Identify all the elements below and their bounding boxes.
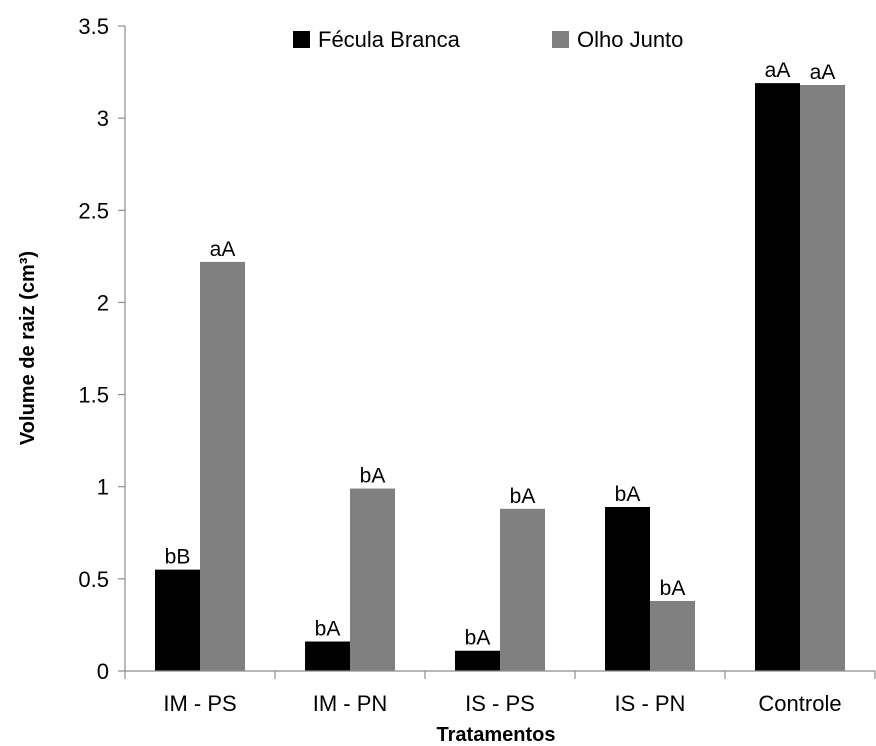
bar (155, 569, 200, 671)
bar (755, 83, 800, 672)
legend: Fécula Branca Olho Junto (293, 27, 683, 52)
y-tick-label: 2 (97, 290, 109, 315)
legend-swatch (552, 31, 569, 48)
y-tick-label: 3 (97, 106, 109, 131)
y-tick-label: 1.5 (78, 383, 109, 408)
bar-data-label: bA (660, 577, 686, 600)
bar (650, 600, 695, 671)
y-tick-label: 1 (97, 475, 109, 500)
bar-data-label: bA (315, 618, 341, 641)
bar-data-label: aA (210, 238, 236, 261)
bar (455, 650, 500, 671)
y-tick-label: 2.5 (78, 198, 109, 223)
bar-data-label: bA (510, 485, 536, 508)
bar-data-label: aA (765, 59, 791, 82)
labels-layer: IM - PS bB aA IM - PN bA bA IS - PS bA bA IS - PN… (163, 59, 841, 716)
legend-label: Olho Junto (577, 27, 683, 52)
bar-data-label: bA (465, 627, 491, 650)
bar-data-label: bB (165, 546, 191, 569)
bar (605, 506, 650, 671)
axes-layer: 0 0.5 1 1.5 2 2.5 3 3.5 (78, 14, 876, 684)
bar (500, 508, 545, 671)
x-category-label: IS - PN (615, 691, 686, 716)
bar (800, 84, 845, 671)
bar-data-label: bA (615, 483, 641, 506)
x-category-label: IM - PS (163, 691, 236, 716)
y-tick-label: 0.5 (78, 567, 109, 592)
y-tick-label: 0 (97, 659, 109, 684)
bar (200, 261, 245, 671)
x-axis-title: Tratamentos (437, 724, 556, 746)
bar-data-label: bA (360, 465, 386, 488)
bar (305, 641, 350, 671)
legend-swatch (293, 31, 310, 48)
legend-label: Fécula Branca (318, 27, 461, 52)
y-axis-title: Volume de raiz (cm³) (17, 251, 39, 445)
bar-data-label: aA (810, 61, 836, 84)
bars-layer (155, 83, 845, 672)
y-tick-label: 3.5 (78, 14, 109, 39)
x-category-label: Controle (758, 691, 841, 716)
bar (350, 488, 395, 671)
x-category-label: IS - PS (465, 691, 535, 716)
x-category-label: IM - PN (313, 691, 388, 716)
